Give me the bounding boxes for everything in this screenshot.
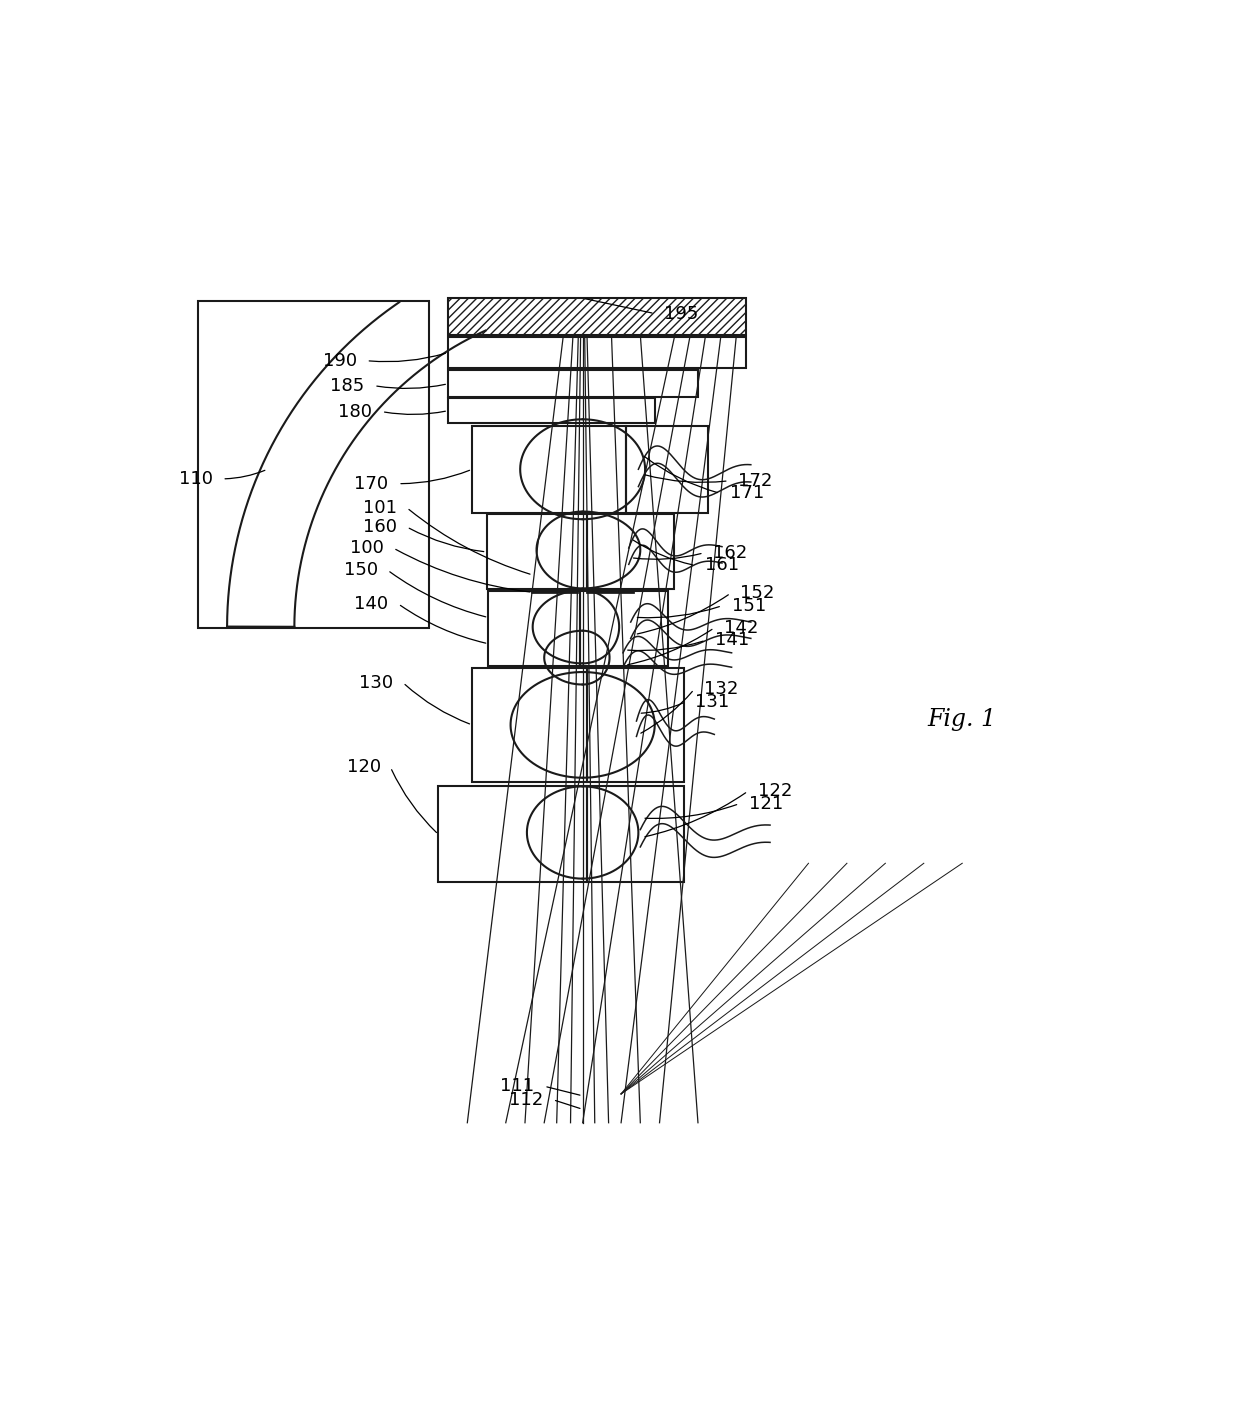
Text: 111: 111 <box>501 1077 534 1095</box>
Text: 152: 152 <box>740 584 775 602</box>
Text: 180: 180 <box>339 403 372 420</box>
Bar <box>472 426 626 513</box>
Text: 161: 161 <box>704 557 739 574</box>
Text: 132: 132 <box>704 681 738 698</box>
Text: 160: 160 <box>363 518 397 535</box>
Text: 131: 131 <box>696 693 729 711</box>
Text: 195: 195 <box>665 305 698 323</box>
Text: 130: 130 <box>360 674 393 692</box>
Bar <box>588 668 683 782</box>
Text: 170: 170 <box>355 474 388 493</box>
Bar <box>198 300 429 628</box>
Text: 185: 185 <box>330 377 365 394</box>
Text: 142: 142 <box>724 619 759 637</box>
Text: 101: 101 <box>363 498 397 517</box>
Bar <box>439 786 588 883</box>
Text: 172: 172 <box>738 471 773 490</box>
Bar <box>588 786 683 883</box>
Text: 121: 121 <box>749 795 784 813</box>
Text: 150: 150 <box>343 561 378 580</box>
Text: Fig. 1: Fig. 1 <box>928 708 997 731</box>
Text: 110: 110 <box>179 470 213 488</box>
Bar <box>580 591 668 666</box>
Bar <box>448 370 698 397</box>
Text: 171: 171 <box>729 484 764 503</box>
Bar <box>489 591 580 666</box>
Bar <box>626 426 708 513</box>
Bar <box>448 336 746 369</box>
Text: 151: 151 <box>732 597 766 615</box>
Text: 162: 162 <box>713 544 748 562</box>
Text: 140: 140 <box>355 595 388 612</box>
Text: 141: 141 <box>715 631 749 649</box>
Text: 190: 190 <box>322 352 357 370</box>
Text: 112: 112 <box>508 1091 543 1109</box>
Bar <box>486 514 588 590</box>
Bar <box>588 514 675 590</box>
Bar <box>448 298 746 335</box>
Bar <box>472 668 588 782</box>
Text: 100: 100 <box>350 540 383 557</box>
Text: 122: 122 <box>758 782 792 800</box>
Text: 120: 120 <box>347 758 381 776</box>
Bar <box>448 399 655 423</box>
